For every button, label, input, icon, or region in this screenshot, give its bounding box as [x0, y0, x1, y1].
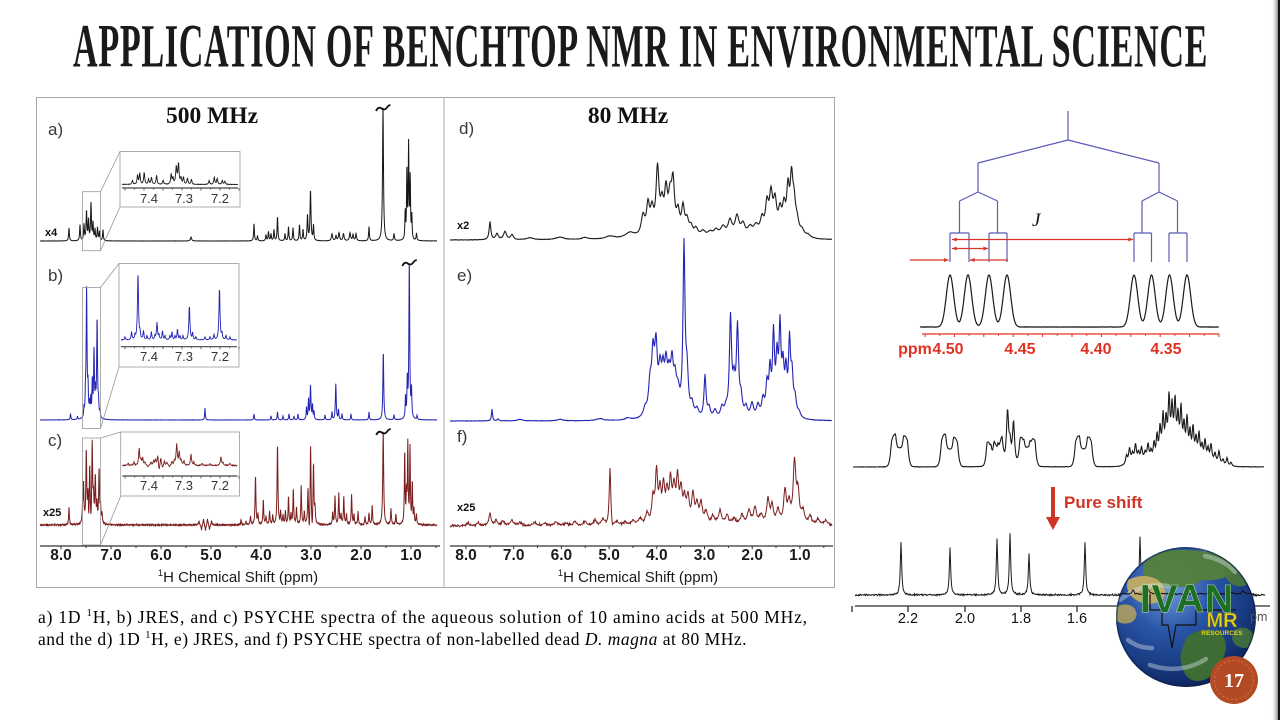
- svg-text:7.4: 7.4: [140, 349, 158, 364]
- svg-text:7.3: 7.3: [175, 191, 193, 206]
- svg-text:7.2: 7.2: [211, 478, 229, 493]
- svg-text:1.6: 1.6: [1067, 611, 1087, 627]
- svg-text:Pure shift: Pure shift: [1064, 493, 1143, 512]
- svg-text:2.0: 2.0: [350, 547, 372, 564]
- svg-text:4.0: 4.0: [646, 547, 668, 564]
- svg-text:MR: MR: [1206, 610, 1238, 632]
- svg-text:1.0: 1.0: [789, 547, 811, 564]
- svg-text:5.0: 5.0: [598, 547, 620, 564]
- svg-text:4.0: 4.0: [250, 547, 272, 564]
- svg-text:ppm: ppm: [898, 341, 932, 358]
- svg-text:7.3: 7.3: [175, 478, 193, 493]
- svg-text:3.0: 3.0: [300, 547, 322, 564]
- svg-text:7.2: 7.2: [211, 191, 229, 206]
- svg-text:2.0: 2.0: [741, 547, 763, 564]
- svg-text:6.0: 6.0: [150, 547, 172, 564]
- svg-text:2.2: 2.2: [898, 611, 918, 627]
- svg-text:7.0: 7.0: [100, 547, 122, 564]
- svg-text:1.0: 1.0: [400, 547, 422, 564]
- svg-text:17: 17: [1224, 670, 1244, 692]
- svg-text:2.0: 2.0: [955, 611, 975, 627]
- svg-text:3.0: 3.0: [694, 547, 716, 564]
- svg-text:4.35: 4.35: [1150, 341, 1181, 358]
- svg-text:pm: pm: [1250, 610, 1267, 624]
- svg-text:7.0: 7.0: [503, 547, 525, 564]
- svg-text:RESOURCES: RESOURCES: [1201, 630, 1243, 637]
- svg-text:7.4: 7.4: [140, 191, 158, 206]
- svg-text:4.50: 4.50: [932, 341, 963, 358]
- svg-text:4.45: 4.45: [1004, 341, 1035, 358]
- svg-text:5.0: 5.0: [200, 547, 222, 564]
- svg-text:7.3: 7.3: [175, 349, 193, 364]
- svg-text:IVAN: IVAN: [1140, 578, 1234, 621]
- svg-text:1.8: 1.8: [1011, 611, 1031, 627]
- svg-text:7.2: 7.2: [211, 349, 229, 364]
- svg-text:7.4: 7.4: [140, 478, 158, 493]
- svg-text:8.0: 8.0: [50, 547, 72, 564]
- svg-text:J: J: [1032, 210, 1042, 231]
- svg-text:4.40: 4.40: [1080, 341, 1111, 358]
- svg-text:6.0: 6.0: [551, 547, 573, 564]
- svg-text:8.0: 8.0: [455, 547, 477, 564]
